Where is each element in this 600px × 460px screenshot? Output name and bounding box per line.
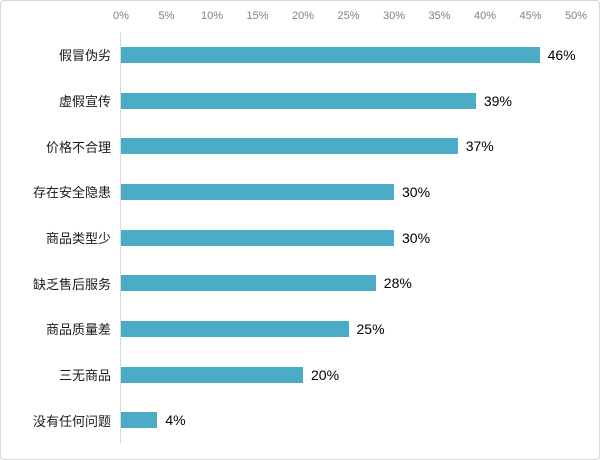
category-label: 缺乏售后服务 [32, 276, 111, 292]
x-axis-tick-label: 30% [382, 10, 406, 22]
bar-row: 37% [121, 123, 599, 169]
x-axis-tick-label: 20% [291, 10, 315, 22]
bar [121, 183, 394, 200]
value-label: 4% [165, 412, 186, 429]
bar [121, 46, 540, 63]
x-axis-tick-label: 10% [200, 10, 224, 22]
category-axis: 假冒伪劣虚假宣传价格不合理存在安全隐患商品类型少缺乏售后服务商品质量差三无商品没… [1, 32, 120, 443]
bar [121, 229, 394, 246]
x-axis: 0% 5% 10% 15% 20% 25% 30% 35% 40% 45% 50% [1, 1, 599, 31]
category-label: 假冒伪劣 [58, 48, 111, 64]
category-label: 三无商品 [58, 368, 111, 384]
x-axis-tick-label: 35% [428, 10, 451, 22]
bar [121, 138, 458, 155]
bar-row: 25% [121, 306, 599, 352]
bar [121, 412, 158, 429]
category-label: 价格不合理 [45, 139, 111, 155]
category-label: 虚假宣传 [58, 94, 111, 109]
value-label: 28% [383, 275, 412, 292]
category-label: 存在安全隐患 [32, 185, 111, 201]
x-axis-tick-label: 45% [519, 10, 542, 22]
value-label: 39% [483, 92, 512, 109]
x-axis-tick-label: 50% [564, 10, 588, 22]
value-label: 25% [356, 320, 385, 337]
x-axis-tick-label: 0% [113, 10, 129, 22]
x-axis-tick-label: 15% [246, 10, 269, 22]
bar [121, 275, 376, 292]
category-label: 商品类型少 [45, 231, 111, 247]
value-label: 46% [547, 46, 576, 63]
bar [121, 366, 303, 383]
x-axis-tick-label: 5% [158, 10, 175, 22]
bar-row: 30% [121, 215, 599, 261]
x-axis-tick-label: 40% [473, 10, 497, 22]
bar-row: 28% [121, 260, 599, 306]
bar-row: 20% [121, 352, 599, 398]
value-label: 37% [465, 138, 494, 155]
value-label: 20% [311, 366, 340, 383]
bar-row: 46% [121, 32, 599, 78]
plot-area: 46% 39% 37% 30% 30% 28% 25% 20% 4% [120, 32, 599, 443]
bar [121, 320, 349, 337]
x-axis-tick-label: 25% [337, 10, 360, 22]
bar [121, 92, 476, 109]
bar-row: 4% [121, 397, 599, 443]
value-label: 30% [402, 229, 431, 246]
category-label: 没有任何问题 [32, 413, 111, 429]
value-label: 30% [402, 183, 431, 200]
bar-row: 39% [121, 78, 599, 124]
category-label: 商品质量差 [45, 322, 111, 338]
chart-body: 假冒伪劣虚假宣传价格不合理存在安全隐患商品类型少缺乏售后服务商品质量差三无商品没… [1, 32, 599, 443]
bar-row: 30% [121, 169, 599, 215]
